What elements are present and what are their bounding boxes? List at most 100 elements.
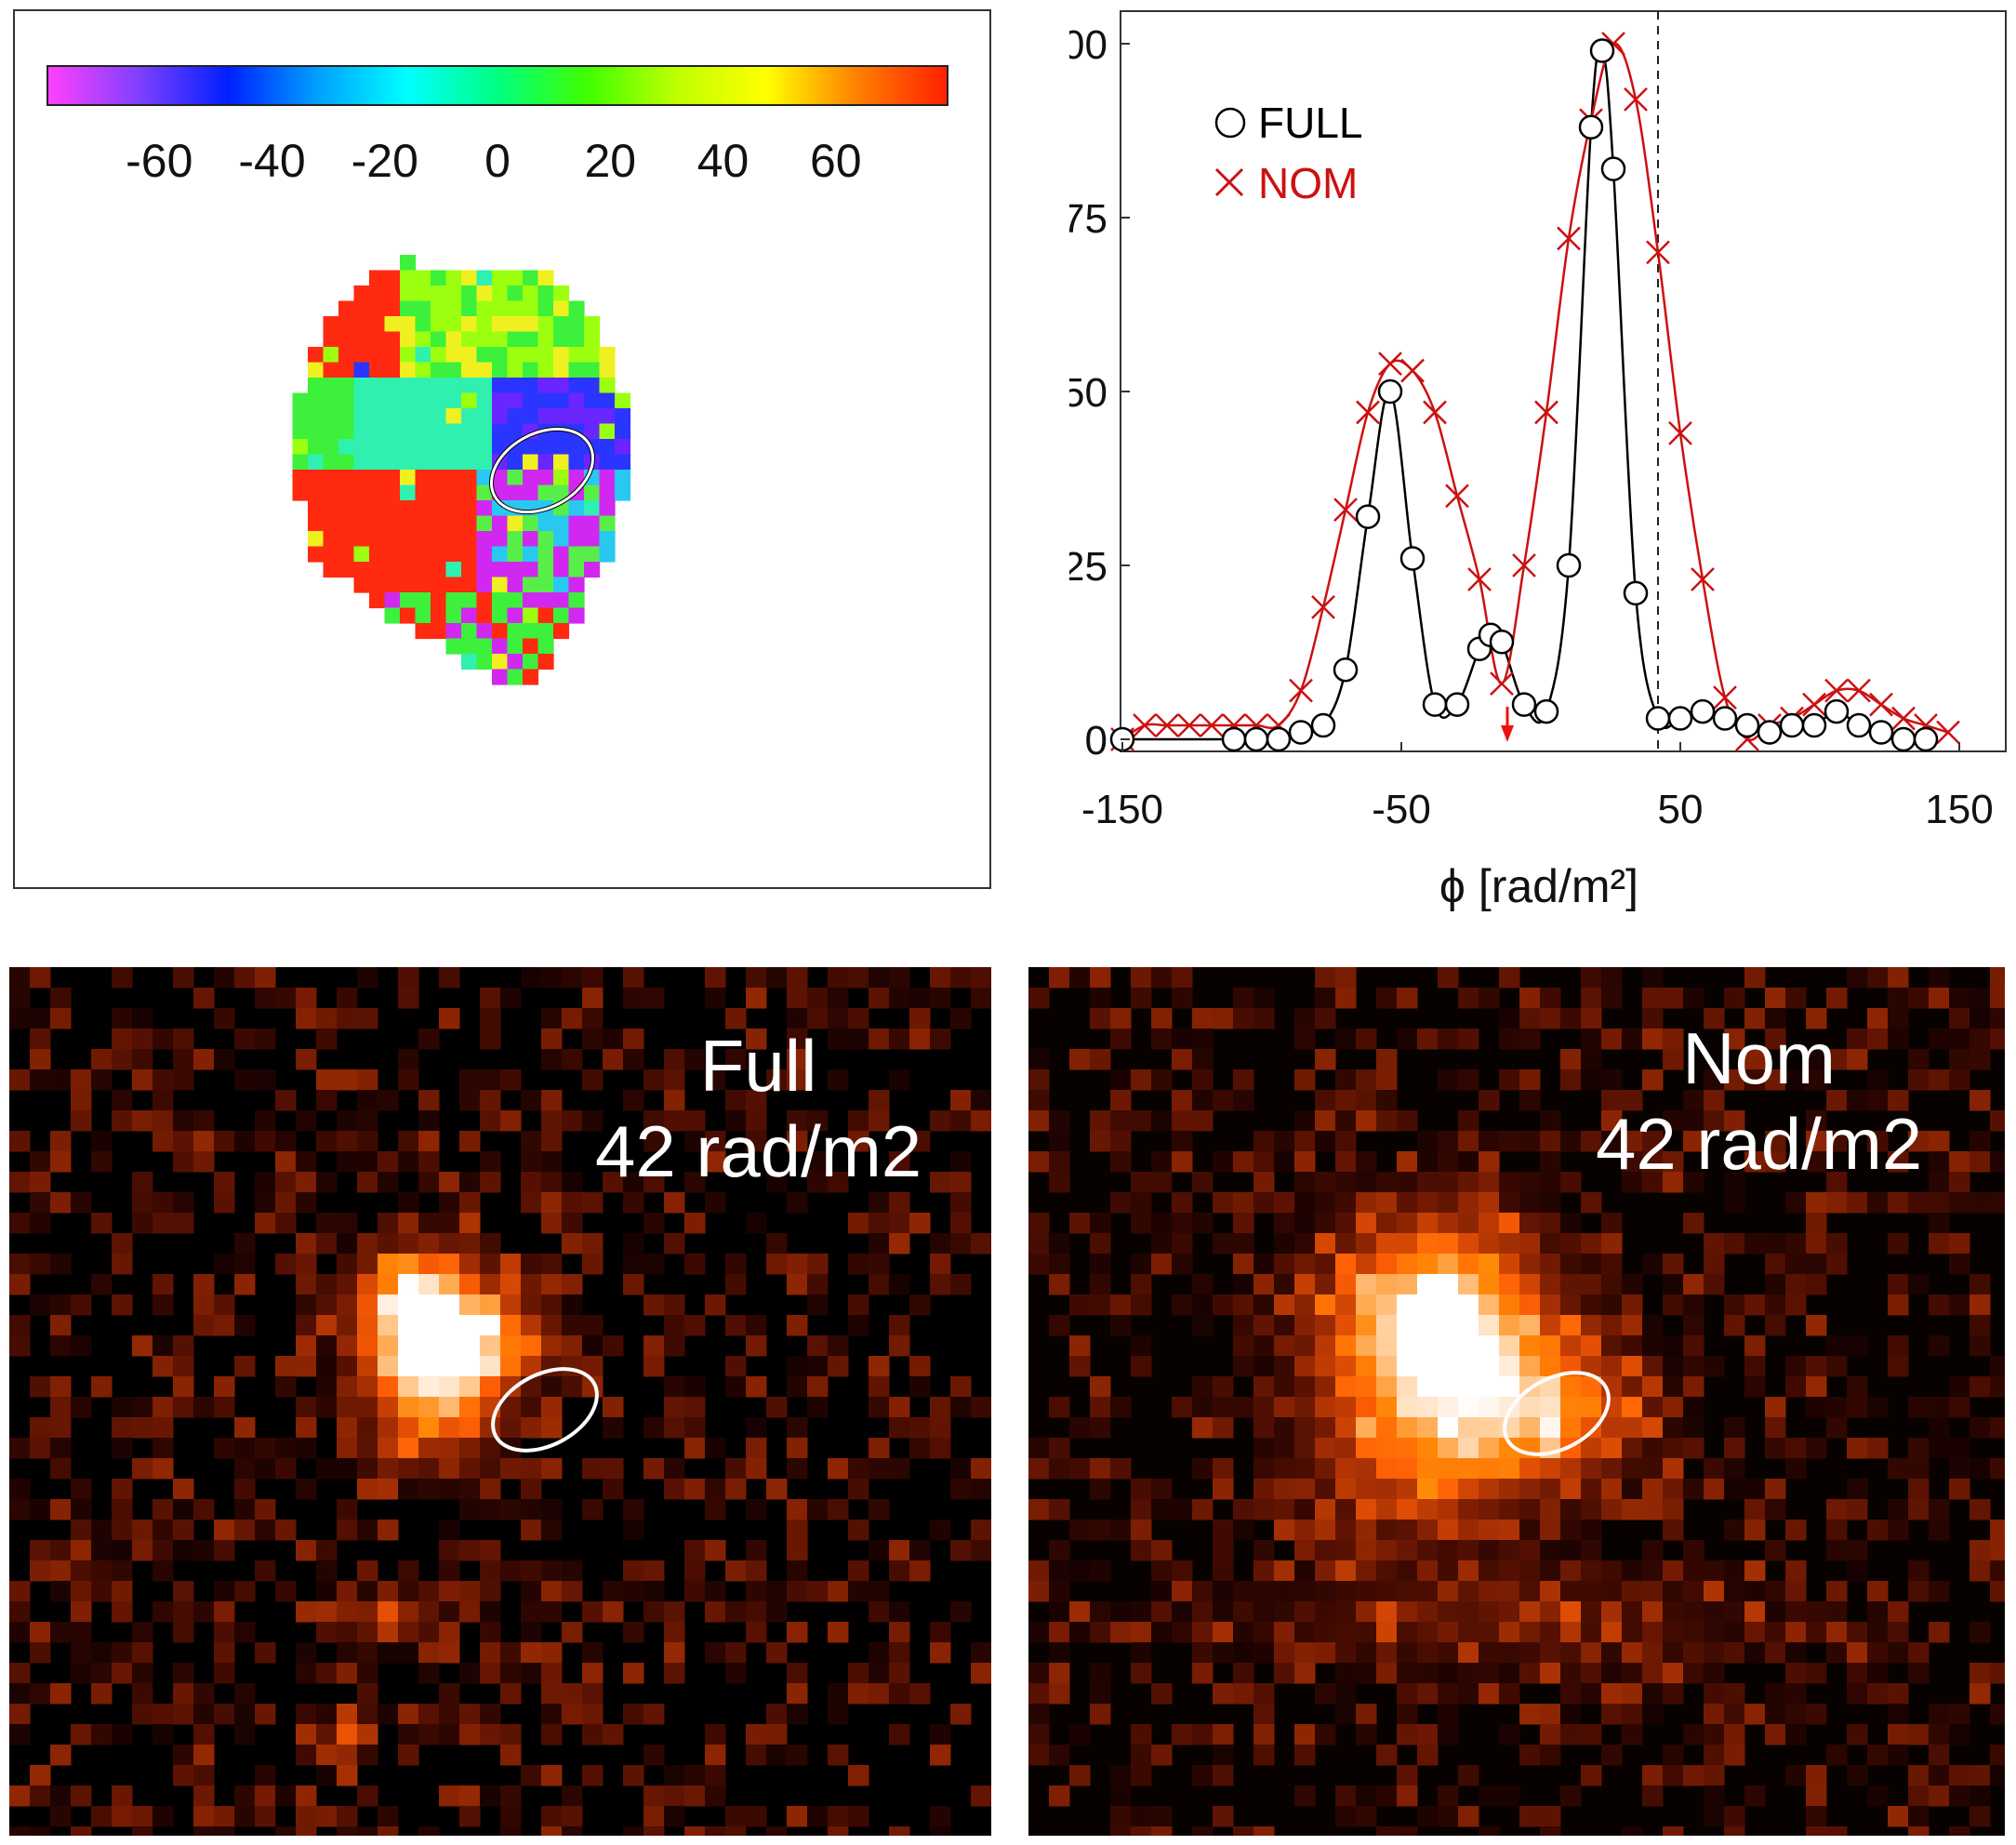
intensity-pixel xyxy=(1438,1376,1459,1398)
intensity-pixel xyxy=(1806,1254,1827,1275)
intensity-pixel xyxy=(1519,1806,1541,1827)
intensity-pixel xyxy=(1970,1376,1991,1398)
intensity-pixel xyxy=(1315,1335,1336,1357)
intensity-pixel xyxy=(1949,1785,1970,1807)
intensity-pixel xyxy=(1560,1049,1582,1070)
intensity-pixel xyxy=(1560,1724,1582,1745)
intensity-pixel xyxy=(1479,1540,1500,1561)
rm-map-pixel xyxy=(338,378,355,394)
intensity-pixel xyxy=(1253,1622,1275,1643)
intensity-pixel xyxy=(582,1029,603,1050)
intensity-pixel xyxy=(1192,1417,1214,1439)
intensity-pixel xyxy=(1151,1499,1173,1520)
intensity-pixel xyxy=(541,1192,563,1214)
intensity-pixel xyxy=(1356,1192,1377,1214)
intensity-pixel xyxy=(1990,1151,2005,1173)
rm-map-pixel xyxy=(400,607,417,624)
intensity-pixel xyxy=(1253,1438,1275,1459)
intensity-pixel xyxy=(1049,1663,1070,1684)
intensity-pixel xyxy=(664,1110,685,1132)
intensity-pixel xyxy=(1560,1417,1582,1439)
intensity-pixel xyxy=(1028,1499,1050,1520)
intensity-pixel xyxy=(173,1213,194,1234)
rm-map-pixel xyxy=(369,408,386,425)
intensity-pixel xyxy=(418,1315,440,1336)
intensity-pixel xyxy=(1458,1254,1479,1275)
intensity-pixel xyxy=(848,1110,869,1132)
intensity-pixel xyxy=(1744,1069,1766,1091)
intensity-pixel xyxy=(1949,1254,1970,1275)
intensity-pixel xyxy=(398,1479,419,1500)
intensity-pixel xyxy=(112,1540,133,1561)
intensity-pixel xyxy=(1642,1458,1664,1480)
data-point-full xyxy=(1589,38,1615,63)
intensity-pixel xyxy=(1908,1274,1930,1295)
intensity-pixel xyxy=(1826,1826,1848,1836)
intensity-pixel xyxy=(787,1499,808,1520)
intensity-pixel xyxy=(234,1479,256,1500)
intensity-pixel xyxy=(1253,1581,1275,1602)
intensity-pixel xyxy=(889,1233,910,1254)
intensity-pixel xyxy=(1540,1151,1561,1173)
intensity-pixel xyxy=(1601,1581,1623,1602)
intensity-pixel xyxy=(1724,1745,1745,1766)
rm-map-pixel xyxy=(584,408,601,425)
intensity-pixel xyxy=(1294,1458,1316,1480)
intensity-pixel xyxy=(1949,1397,1970,1418)
intensity-pixel xyxy=(1908,1192,1930,1214)
data-point-nom xyxy=(1289,678,1313,703)
intensity-pixel xyxy=(971,1090,991,1111)
intensity-pixel xyxy=(459,1192,481,1214)
intensity-pixel xyxy=(71,1069,92,1091)
intensity-pixel xyxy=(643,1110,665,1132)
intensity-pixel xyxy=(439,1438,460,1459)
intensity-pixel xyxy=(1397,1397,1418,1418)
intensity-pixel xyxy=(1540,1581,1561,1602)
intensity-pixel xyxy=(1785,1192,1807,1214)
rm-map-pixel xyxy=(323,439,339,456)
rm-map-pixel xyxy=(553,300,570,317)
intensity-pixel xyxy=(869,1540,890,1561)
intensity-pixel xyxy=(132,1826,153,1836)
intensity-pixel xyxy=(1376,1376,1398,1398)
intensity-pixel xyxy=(337,1254,358,1275)
intensity-pixel xyxy=(234,1499,256,1520)
intensity-pixel xyxy=(705,1192,726,1214)
rm-map-pixel xyxy=(476,285,493,302)
intensity-pixel xyxy=(255,1458,276,1480)
intensity-pixel xyxy=(541,967,563,989)
intensity-pixel xyxy=(296,1417,317,1439)
rm-map-pixel xyxy=(445,331,462,348)
intensity-pixel xyxy=(1069,1294,1091,1316)
intensity-pixel xyxy=(1519,1090,1541,1111)
intensity-pixel xyxy=(1335,1663,1357,1684)
intensity-pixel xyxy=(316,1294,338,1316)
intensity-pixel xyxy=(541,1335,563,1357)
rm-map-pixel xyxy=(353,316,370,333)
intensity-pixel xyxy=(1560,1540,1582,1561)
intensity-pixel xyxy=(1131,1192,1152,1214)
intensity-pixel xyxy=(930,1622,951,1643)
intensity-pixel xyxy=(132,1029,153,1050)
rm-map-pixel xyxy=(507,378,524,394)
intensity-pixel xyxy=(807,1376,829,1398)
intensity-pixel xyxy=(214,1642,235,1664)
intensity-pixel xyxy=(1929,1499,1950,1520)
data-point-nom xyxy=(1891,706,1916,731)
intensity-pixel xyxy=(132,1110,153,1132)
intensity-pixel xyxy=(725,1049,747,1070)
data-point-nom xyxy=(1445,484,1469,509)
intensity-pixel xyxy=(1581,1069,1602,1091)
intensity-pixel xyxy=(1724,1601,1745,1623)
rm-map-pixel xyxy=(369,347,386,364)
intensity-pixel xyxy=(357,1785,378,1807)
intensity-pixel xyxy=(1908,1785,1930,1807)
intensity-pixel xyxy=(1376,1110,1398,1132)
rm-map-pixel xyxy=(431,362,447,378)
intensity-pixel xyxy=(1785,1765,1807,1786)
intensity-pixel xyxy=(1888,1458,1909,1480)
intensity-pixel xyxy=(1335,1560,1357,1582)
data-point-nom xyxy=(1691,567,1715,591)
intensity-pixel xyxy=(1560,1008,1582,1029)
intensity-pixel xyxy=(766,1233,788,1254)
